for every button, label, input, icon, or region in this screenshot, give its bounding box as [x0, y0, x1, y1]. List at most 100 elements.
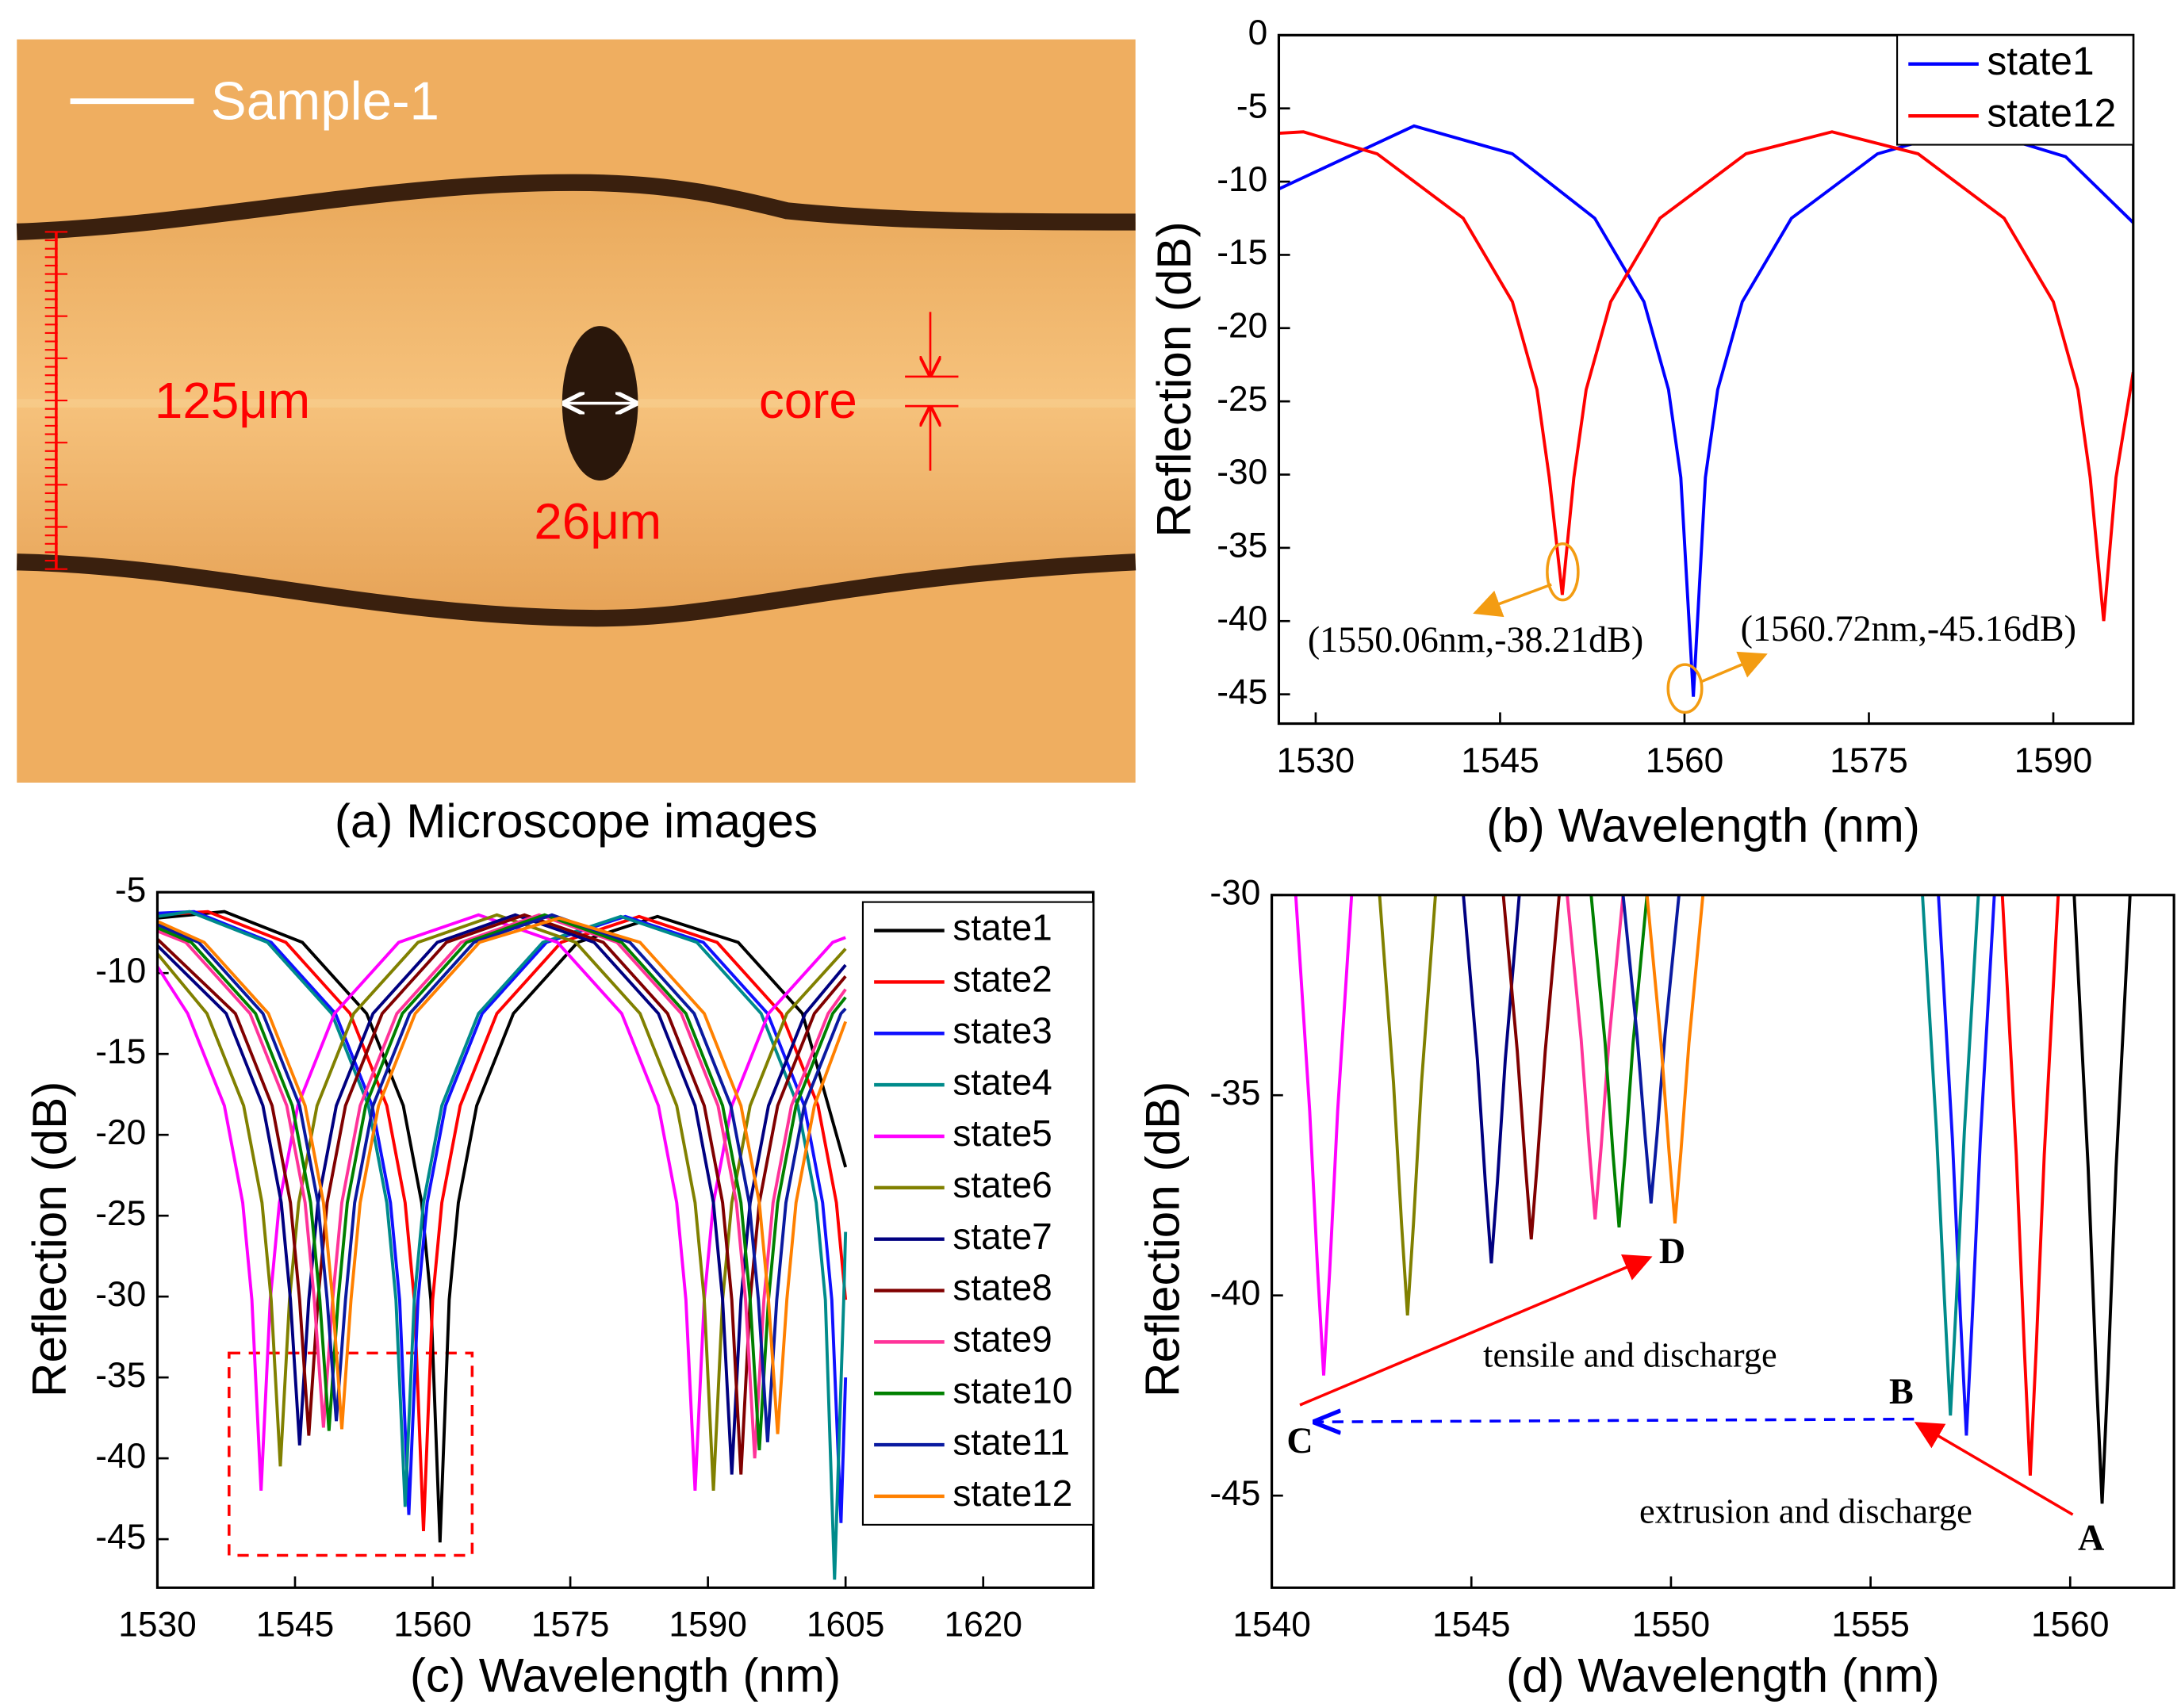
legend-label: state1 — [953, 907, 1052, 948]
series-line — [157, 910, 848, 1523]
y-tick-label: -30 — [95, 1275, 146, 1314]
x-tick-label: 1550 — [1632, 1606, 1711, 1645]
legend-label: state7 — [953, 1216, 1052, 1257]
y-tick-label: -45 — [1209, 1474, 1260, 1513]
annotation-arrow — [1316, 1419, 1915, 1423]
legend-label: state12 — [1987, 90, 2116, 135]
legend-box — [1896, 34, 2134, 146]
series-line — [1566, 894, 1625, 1220]
series-line — [1589, 894, 1649, 1228]
zoom-box — [228, 1351, 474, 1557]
annotation-arrow — [1701, 651, 1768, 684]
series-line — [1921, 894, 1980, 1416]
y-tick-label: -40 — [1217, 599, 1267, 638]
x-tick-label: 1545 — [1461, 741, 1539, 780]
series-line — [1501, 894, 1561, 1240]
annotation: tensile and discharge — [1483, 1336, 1777, 1375]
annotation: D — [1659, 1231, 1685, 1271]
y-tick-label: -5 — [1236, 86, 1267, 125]
x-tick-label: 1530 — [118, 1606, 197, 1645]
series-line — [1937, 894, 1996, 1436]
y-tick-label: -25 — [95, 1194, 146, 1233]
series-line — [157, 910, 848, 1531]
y-tick-label: -15 — [95, 1032, 146, 1071]
annotation-arrow — [1914, 1422, 2074, 1516]
series-line — [2072, 894, 2132, 1504]
y-tick-label: -10 — [95, 952, 146, 990]
fiber-edge — [17, 553, 1136, 627]
x-axis-label: (b) Wavelength (nm) — [1486, 798, 1920, 852]
series-line — [1278, 130, 2133, 622]
y-axis-label: Reflection (dB) — [1136, 1082, 1190, 1397]
y-tick-label: -45 — [1217, 672, 1267, 711]
x-axis-label: (d) Wavelength (nm) — [1506, 1648, 1940, 1702]
x-tick-label: 1560 — [393, 1606, 472, 1645]
plot: 1540 1545 1550 1555 1560 -30 -35 -40 -45 (d) Wave… — [1136, 873, 2175, 1702]
y-tick-label: -45 — [95, 1518, 146, 1557]
series-line — [1462, 894, 1521, 1264]
series-line — [1645, 894, 1705, 1224]
x-tick-label: 1545 — [256, 1606, 335, 1645]
annotation: C — [1286, 1420, 1313, 1461]
y-tick-label: -35 — [1217, 527, 1267, 565]
x-tick-label: 1560 — [1646, 741, 1724, 780]
x-axis-label: (c) Wavelength (nm) — [410, 1648, 841, 1702]
series-line — [157, 913, 847, 1442]
y-tick-label: -30 — [1217, 453, 1267, 492]
legend-label: state10 — [953, 1369, 1072, 1411]
fiber-edge — [16, 174, 1136, 241]
series-line — [1621, 894, 1681, 1204]
series-line — [157, 916, 848, 1434]
series-line — [157, 910, 848, 1543]
x-tick-label: 1555 — [1831, 1606, 1910, 1645]
x-tick-label: 1530 — [1277, 741, 1355, 780]
panel-caption: (a) Microscope images — [335, 794, 818, 848]
x-tick-label: 1620 — [944, 1606, 1022, 1645]
plot: 1530 1545 1560 1575 1590 0 -5 -10 -15 -20 -25 -30 -3… — [1147, 13, 2135, 852]
legend-label: state11 — [953, 1421, 1070, 1462]
legend-box — [861, 901, 1094, 1526]
y-axis-label: Reflection (dB) — [1147, 221, 1201, 537]
annotation: (1560.72nm,-45.16dB) — [1741, 608, 2076, 649]
scale-label: Sample-1 — [211, 72, 439, 132]
highlight — [1546, 542, 1580, 602]
y-tick-label: -40 — [95, 1437, 146, 1476]
y-tick-label: -20 — [1217, 306, 1267, 345]
ruler — [44, 231, 68, 570]
y-tick-label: 0 — [1248, 13, 1268, 52]
y-tick-label: -20 — [95, 1113, 146, 1152]
annotation-arrow — [1473, 583, 1552, 618]
x-tick-label: 1540 — [1232, 1606, 1311, 1645]
core-label: core — [759, 372, 857, 429]
plot-frame — [1270, 894, 2175, 1589]
series-line — [157, 913, 846, 1491]
legend-label: state4 — [953, 1061, 1052, 1102]
y-tick-label: -30 — [1209, 873, 1260, 912]
x-tick-label: 1560 — [2031, 1606, 2110, 1645]
y-tick-label: -40 — [1209, 1273, 1260, 1312]
series-line — [1378, 894, 1437, 1316]
annotation: (1550.06nm,-38.21dB) — [1308, 619, 1643, 660]
y-axis-label: Reflection (dB) — [22, 1082, 76, 1397]
y-tick-label: -35 — [95, 1356, 146, 1395]
y-tick-label: -15 — [1217, 233, 1267, 272]
legend-label: state5 — [953, 1112, 1052, 1154]
x-tick-label: 1575 — [531, 1606, 610, 1645]
microscope-image: Sample-1 125μm core 26μm — [16, 39, 1136, 783]
annotation: A — [2078, 1517, 2104, 1557]
annotation-arrow — [1299, 1254, 1653, 1407]
legend-label: state1 — [1987, 39, 2094, 83]
legend-label: state12 — [953, 1472, 1072, 1514]
annotation: B — [1889, 1371, 1914, 1411]
plot-frame — [1277, 33, 2135, 726]
legend-label: state6 — [953, 1164, 1052, 1205]
x-tick-label: 1575 — [1830, 741, 1908, 780]
y-tick-label: -10 — [1217, 160, 1267, 199]
highlight — [1666, 663, 1704, 714]
legend-label: state9 — [953, 1319, 1052, 1360]
series-line — [157, 913, 847, 1451]
series-line — [1294, 894, 1354, 1376]
series-line — [157, 913, 847, 1491]
series-line — [2000, 894, 2060, 1476]
